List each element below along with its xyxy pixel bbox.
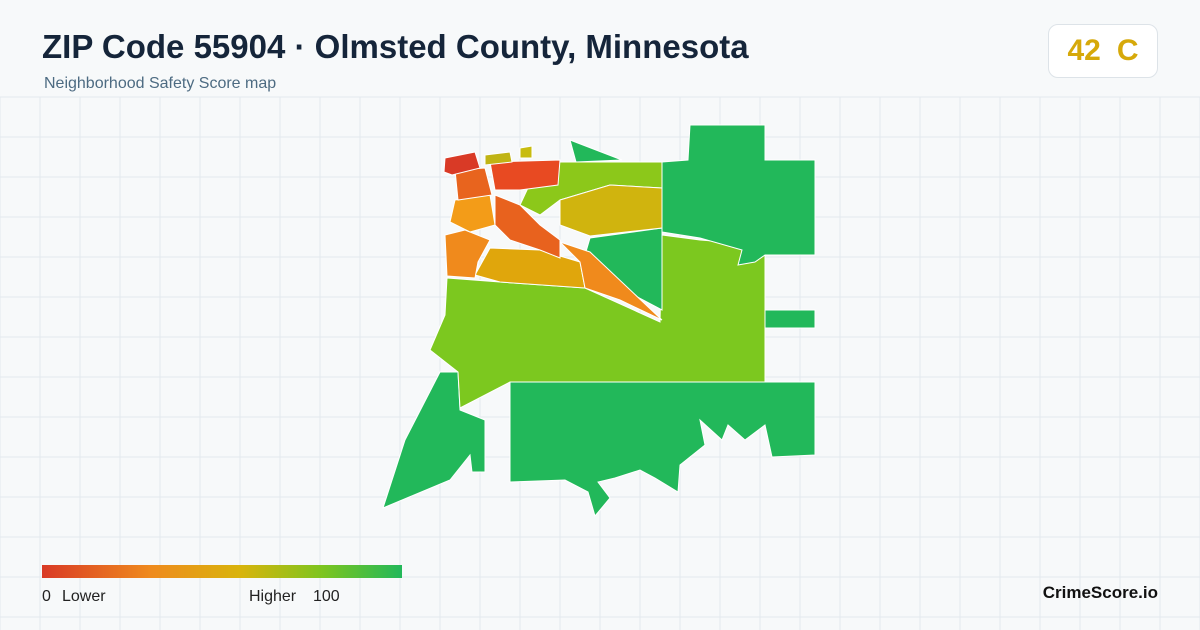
legend-gradient — [42, 565, 402, 578]
score-grade: C — [1116, 34, 1139, 67]
subtitle: Neighborhood Safety Score map — [44, 75, 277, 92]
region — [519, 145, 533, 159]
region — [764, 309, 816, 329]
legend-max: 100 — [313, 588, 340, 605]
region — [559, 241, 663, 321]
brand: CrimeScore.io — [1042, 583, 1158, 602]
map-regions — [382, 124, 816, 518]
region — [484, 151, 513, 166]
region — [489, 159, 561, 191]
region — [661, 124, 816, 266]
score-badge: 42 C — [1048, 24, 1158, 78]
title: ZIP Code 55904 · Olmsted County, Minneso… — [42, 28, 749, 65]
legend-min: 0 — [42, 588, 51, 605]
score-value: 42 — [1067, 34, 1101, 67]
region — [509, 381, 816, 518]
region — [494, 194, 561, 259]
region — [449, 194, 496, 233]
legend-max-label: Higher — [249, 588, 297, 605]
legend-min-label: Lower — [62, 588, 106, 605]
region — [559, 184, 663, 237]
region — [569, 139, 623, 163]
region — [443, 151, 481, 176]
